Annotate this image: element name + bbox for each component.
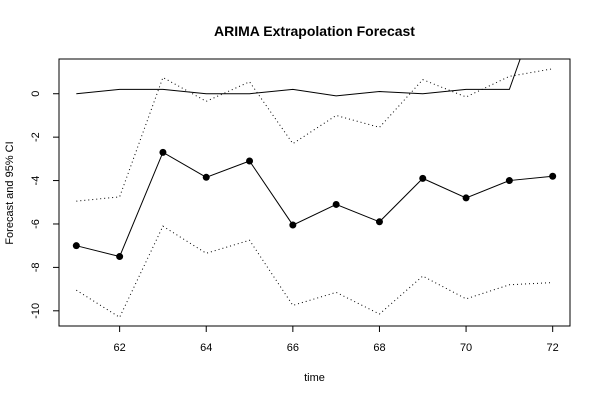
y-axis-label: Forecast and 95% CI xyxy=(4,141,16,244)
x-axis: 62 64 66 68 70 72 xyxy=(114,326,559,354)
y-tick-label: -10 xyxy=(30,303,42,319)
x-tick-label: 62 xyxy=(114,342,126,354)
x-axis-label: time xyxy=(304,372,325,384)
series-line-2 xyxy=(76,225,553,319)
y-tick-label: -8 xyxy=(30,262,42,272)
x-tick-label: 72 xyxy=(547,342,559,354)
y-tick-label: -2 xyxy=(30,132,42,142)
series-line-0 xyxy=(76,151,553,258)
series-line-1 xyxy=(76,68,553,202)
forecast-point xyxy=(505,177,513,185)
forecast-point xyxy=(462,194,470,202)
forecast-point xyxy=(419,174,427,182)
forecast-point xyxy=(72,242,80,250)
forecast-point xyxy=(116,253,124,261)
forecast-point xyxy=(159,148,167,156)
y-axis: 0 -2 -4 -6 -8 -10 xyxy=(30,91,59,319)
forecast-point xyxy=(332,200,340,208)
y-tick-label: -6 xyxy=(30,219,42,229)
forecast-point xyxy=(202,173,210,181)
forecast-point xyxy=(375,218,383,226)
plot-frame xyxy=(58,58,571,327)
chart-title: ARIMA Extrapolation Forecast xyxy=(214,23,415,39)
x-tick-label: 66 xyxy=(287,342,299,354)
x-tick-label: 70 xyxy=(460,342,472,354)
series-line-3 xyxy=(76,59,521,97)
forecast-point xyxy=(246,157,254,165)
x-tick-label: 64 xyxy=(200,342,212,354)
y-tick-label: 0 xyxy=(30,91,42,97)
plot-area xyxy=(72,59,557,319)
y-tick-label: -4 xyxy=(30,176,42,186)
forecast-point xyxy=(549,172,557,180)
x-tick-label: 68 xyxy=(373,342,385,354)
forecast-point xyxy=(289,221,297,229)
